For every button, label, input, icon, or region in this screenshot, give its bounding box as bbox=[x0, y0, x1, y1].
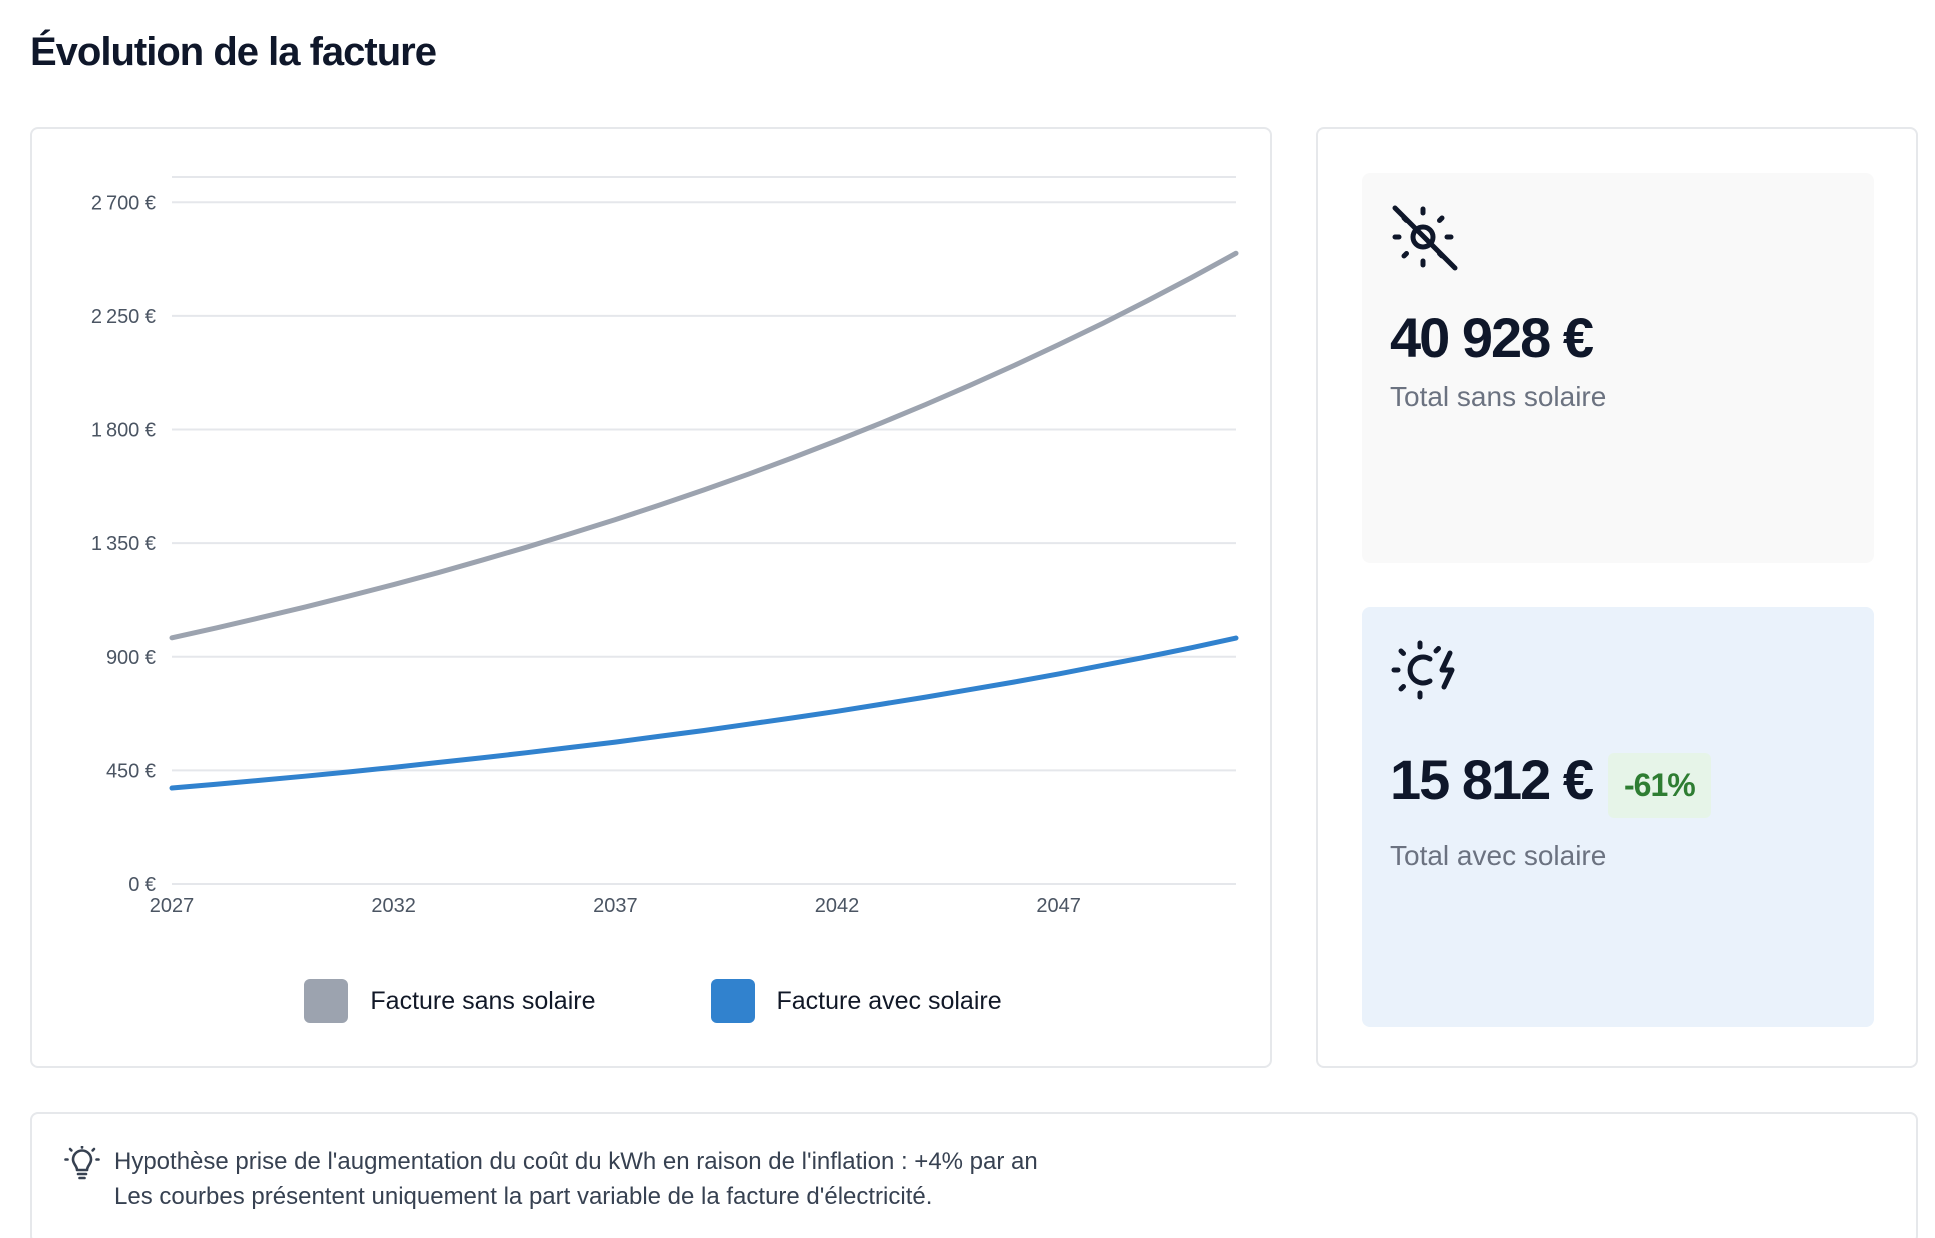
legend-item-sans-solaire[interactable]: Facture sans solaire bbox=[304, 979, 596, 1023]
y-tick-label: 1 800 € bbox=[91, 420, 156, 442]
stat-total-avec-solaire: 15 812 € -61% Total avec solaire bbox=[1362, 607, 1874, 1027]
sun-off-icon bbox=[1392, 205, 1458, 271]
y-tick-label: 0 € bbox=[128, 874, 156, 896]
summary-card: 40 928 € Total sans solaire 15 812 € -61… bbox=[1316, 127, 1918, 1068]
legend-label-sans-solaire: Facture sans solaire bbox=[370, 986, 596, 1015]
legend-label-avec-solaire: Facture avec solaire bbox=[776, 986, 1002, 1015]
note-line-2: Les courbes présentent uniquement la par… bbox=[114, 1183, 933, 1210]
series-line-avec-solaire bbox=[169, 635, 1239, 791]
y-tick-label: 2 700 € bbox=[91, 192, 156, 214]
bill-evolution-chart: 0 € 450 € 900 € 1 350 € 1 800 € 2 250 € 2 700 … bbox=[91, 176, 1239, 917]
x-tick-label: 2047 bbox=[1036, 895, 1081, 917]
y-tick-label: 900 € bbox=[106, 647, 156, 669]
legend-item-avec-solaire[interactable]: Facture avec solaire bbox=[710, 979, 1002, 1023]
stat-total-sans-solaire: 40 928 € Total sans solaire bbox=[1362, 173, 1874, 563]
note-text: Hypothèse prise de l'augmentation du coû… bbox=[114, 1144, 1038, 1214]
stat-label-avec-solaire: Total avec solaire bbox=[1390, 840, 1607, 871]
hypothesis-note: Hypothèse prise de l'augmentation du coû… bbox=[30, 1112, 1918, 1238]
x-tick-label: 2042 bbox=[815, 895, 860, 917]
lightbulb-icon bbox=[64, 1146, 100, 1180]
x-tick-label: 2032 bbox=[371, 895, 416, 917]
note-line-1: Hypothèse prise de l'augmentation du coû… bbox=[114, 1148, 1038, 1175]
series-line-sans-solaire bbox=[169, 250, 1239, 641]
y-tick-label: 1 350 € bbox=[91, 533, 156, 555]
savings-badge: -61% bbox=[1608, 753, 1711, 818]
stat-label-sans-solaire: Total sans solaire bbox=[1390, 381, 1607, 412]
page-title: Évolution de la facture bbox=[30, 30, 437, 74]
x-tick-label: 2027 bbox=[150, 895, 195, 917]
chart-legend: Facture sans solaire Facture avec solair… bbox=[32, 979, 1274, 1023]
legend-swatch-avec-solaire bbox=[710, 979, 755, 1023]
chart-card: 0 € 450 € 900 € 1 350 € 1 800 € 2 250 € 2 700 … bbox=[30, 127, 1272, 1068]
stat-value-avec-solaire: 15 812 € bbox=[1390, 748, 1594, 811]
solar-power-icon bbox=[1391, 640, 1455, 700]
x-tick-label: 2037 bbox=[593, 895, 638, 917]
stat-value-sans-solaire: 40 928 € bbox=[1390, 306, 1594, 369]
y-tick-label: 2 250 € bbox=[91, 306, 156, 328]
y-tick-label: 450 € bbox=[106, 760, 156, 782]
legend-swatch-sans-solaire bbox=[304, 979, 349, 1023]
